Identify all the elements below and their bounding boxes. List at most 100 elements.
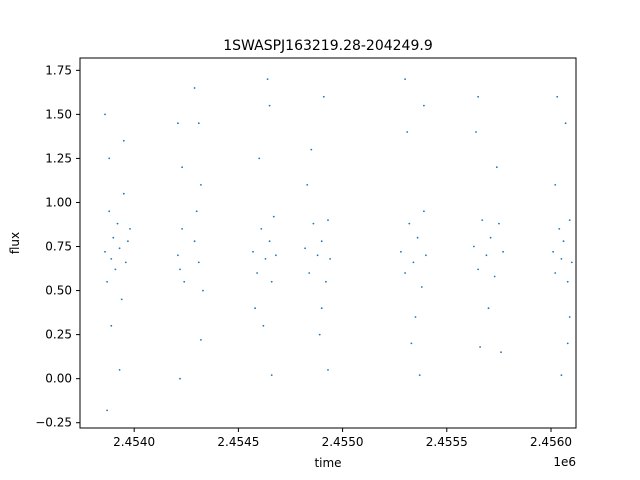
data-point (262, 324, 265, 327)
data-point (498, 222, 500, 225)
data-point (268, 104, 271, 107)
data-point (316, 254, 319, 257)
data-point (329, 258, 331, 260)
data-point (275, 254, 277, 257)
x-axis-ticks: 2.4540 2.4545 2.4550 2.4555 2.4560 (113, 428, 572, 449)
data-point (420, 286, 423, 288)
data-point (568, 316, 571, 318)
data-point (108, 157, 111, 160)
data-point (552, 250, 554, 253)
data-point (554, 272, 557, 274)
data-point (104, 113, 106, 116)
data-point (320, 307, 323, 310)
data-point (260, 228, 263, 230)
data-point (493, 275, 496, 278)
data-point (416, 236, 419, 239)
data-point (129, 228, 131, 230)
data-point (106, 280, 108, 283)
data-point (183, 280, 186, 283)
data-point (568, 219, 571, 222)
data-point (566, 280, 569, 283)
y-tick-label: 0.75 (45, 240, 72, 254)
data-point (418, 374, 421, 376)
y-tick-label: −0.25 (35, 416, 72, 430)
data-point (404, 272, 406, 274)
data-point (106, 409, 108, 412)
data-point (114, 268, 117, 271)
scatter-points (104, 78, 573, 412)
data-point (270, 280, 273, 283)
data-point (425, 254, 427, 257)
data-point (195, 210, 198, 213)
data-point (502, 250, 504, 253)
data-point (327, 369, 329, 371)
data-point (327, 219, 329, 222)
y-tick-label: 1.00 (45, 195, 72, 209)
data-point (202, 289, 204, 292)
data-point (193, 87, 196, 89)
data-point (104, 250, 106, 253)
data-point (322, 95, 325, 98)
data-point (181, 166, 184, 169)
data-point (252, 250, 254, 253)
data-point (477, 268, 479, 271)
data-point (562, 240, 565, 243)
x-tick-label: 2.4555 (426, 435, 468, 449)
data-point (181, 228, 184, 230)
data-point (412, 261, 415, 264)
data-point (254, 307, 256, 310)
data-point (108, 210, 111, 213)
data-point (193, 240, 196, 243)
data-point (110, 324, 113, 327)
y-tick-label: 0.50 (45, 284, 72, 298)
x-tick-label: 2.4545 (217, 435, 259, 449)
data-point (179, 377, 181, 380)
y-axis-label: flux (8, 232, 22, 254)
plot-frame (79, 57, 577, 429)
data-point (127, 240, 129, 243)
data-point (308, 272, 311, 274)
data-point (122, 192, 125, 195)
data-point (560, 258, 563, 260)
data-point (258, 157, 261, 160)
data-point (200, 339, 202, 341)
data-point (116, 222, 119, 225)
x-axis-label: time (314, 456, 341, 470)
x-tick-label: 2.4550 (322, 435, 364, 449)
data-point (177, 122, 179, 125)
data-point (177, 254, 179, 257)
y-tick-label: 0.00 (45, 372, 72, 386)
x-tick-label: 2.4560 (530, 435, 572, 449)
data-point (481, 219, 484, 222)
data-point (122, 139, 125, 142)
data-point (179, 268, 181, 271)
data-point (318, 333, 321, 336)
data-point (560, 374, 563, 376)
data-point (268, 240, 271, 243)
data-point (477, 95, 479, 98)
data-point (558, 228, 561, 230)
data-point (404, 78, 406, 80)
x-offset-label: 1e6 (553, 455, 576, 469)
data-point (414, 316, 417, 318)
y-axis-ticks: −0.25 0.00 0.25 0.50 0.75 1.00 1.25 1.50 1.75 (35, 63, 80, 430)
data-point (112, 236, 115, 239)
data-point (566, 342, 569, 345)
data-point (306, 184, 309, 186)
data-point (325, 280, 327, 283)
data-point (556, 95, 559, 98)
data-point (118, 247, 121, 250)
data-point (304, 247, 306, 250)
data-point (570, 261, 573, 264)
data-point (266, 78, 269, 80)
plot-area: 2.4540 2.4545 2.4550 2.4555 2.4560 −0.25 0.00… (35, 57, 577, 449)
data-point (487, 307, 490, 310)
data-point (110, 258, 113, 260)
y-tick-label: 1.25 (45, 151, 72, 165)
data-point (197, 122, 200, 125)
data-point (256, 272, 258, 274)
y-tick-label: 1.50 (45, 107, 72, 121)
data-point (310, 148, 313, 151)
data-point (473, 245, 475, 248)
